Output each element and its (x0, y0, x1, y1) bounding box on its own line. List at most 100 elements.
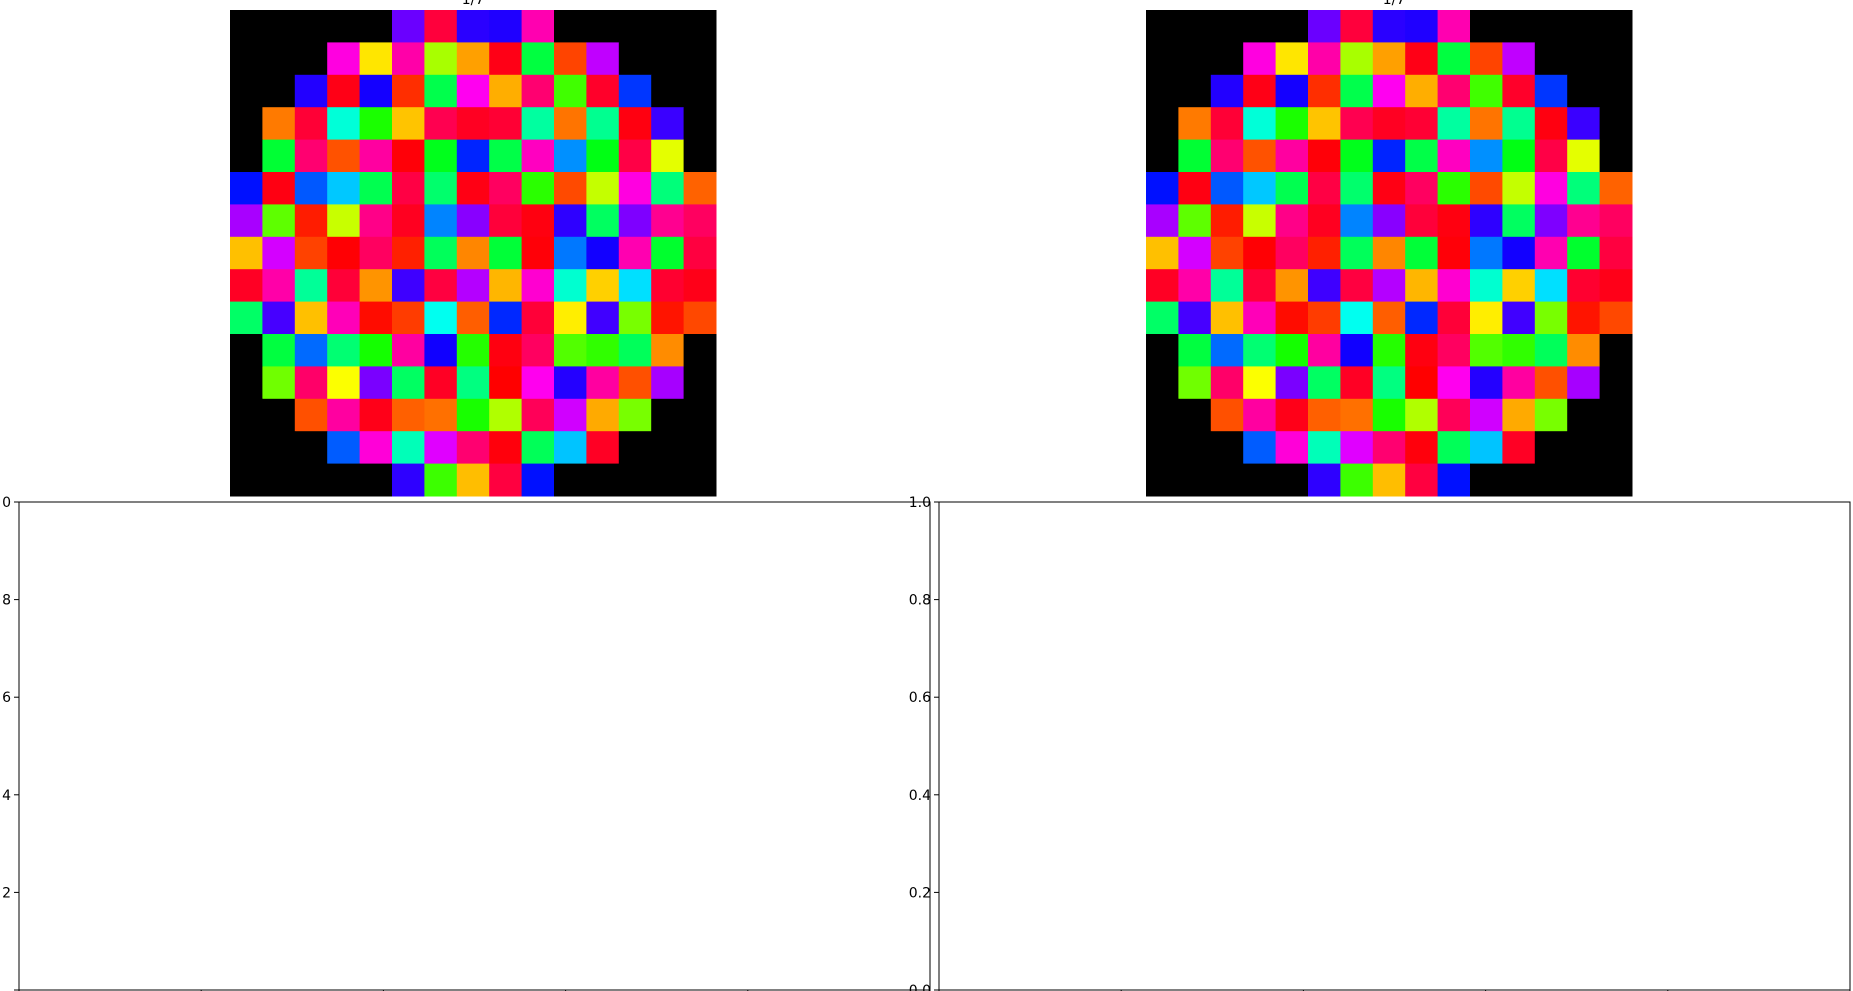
heatmap-right-cell (1437, 398, 1471, 432)
heatmap-right-cell (1243, 10, 1277, 43)
heatmap-right-cell (1340, 107, 1374, 141)
heatmap-right-cell (1534, 269, 1568, 303)
heatmap-left-cell (489, 107, 523, 141)
heatmap-left-cell (586, 139, 620, 173)
heatmap-left-cell (262, 366, 296, 400)
axes-bottom-right-ytick-label: 0.0 (909, 983, 931, 991)
heatmap-left-cell (294, 398, 328, 432)
heatmap-right-cell (1275, 431, 1309, 465)
heatmap-left-cell (359, 139, 393, 173)
heatmap-left-cell (489, 74, 523, 108)
heatmap-left-cell (586, 107, 620, 141)
heatmap-right-cell (1470, 236, 1503, 270)
heatmap-right-cell (1340, 42, 1374, 76)
heatmap-right-cell (1470, 107, 1503, 141)
heatmap-left-cell (327, 301, 361, 335)
heatmap-right-cell (1340, 398, 1374, 432)
heatmap-right-cell (1372, 398, 1406, 432)
heatmap-left-cell (359, 269, 393, 303)
heatmap-right-cell (1470, 42, 1503, 76)
heatmap-right-cell (1243, 431, 1277, 465)
heatmap-left-cell (294, 366, 328, 400)
axes-bottom-left-frame (18, 501, 931, 991)
heatmap-right-cell (1178, 172, 1212, 205)
heatmap-left-cell (424, 42, 458, 76)
heatmap-right-cell (1372, 10, 1406, 43)
heatmap-right-cell (1308, 301, 1341, 335)
heatmap-right-cell (1502, 236, 1536, 270)
heatmap-right-cell (1502, 269, 1536, 303)
heatmap-left-cell (683, 334, 717, 367)
heatmap-right-cell (1405, 236, 1439, 270)
heatmap-left-cell (294, 42, 328, 76)
heatmap-right-cell (1210, 334, 1244, 367)
heatmap-left-cell (651, 269, 685, 303)
heatmap-left-cell (327, 74, 361, 108)
heatmap-left-cell (586, 204, 620, 238)
heatmap-left-cell (294, 172, 328, 205)
heatmap-left-cell (521, 463, 555, 497)
heatmap-right-cell (1502, 301, 1536, 335)
heatmap-left-cell (392, 42, 425, 76)
heatmap-right-cell (1146, 42, 1179, 76)
heatmap-left-cell (586, 42, 620, 76)
heatmap-left-cell (392, 334, 425, 367)
heatmap-right-cell (1372, 334, 1406, 367)
heatmap-left-cell (456, 139, 490, 173)
axes-bottom-left-ytick-label: 6 (2, 690, 11, 706)
heatmap-left-cell (651, 204, 685, 238)
heatmap-right-cell (1178, 463, 1212, 497)
heatmap-left-cell (424, 269, 458, 303)
heatmap-left-cell (554, 366, 587, 400)
heatmap-right-cell (1470, 204, 1503, 238)
heatmap-right-cell (1210, 74, 1244, 108)
heatmap-right-cell (1243, 398, 1277, 432)
heatmap-right-cell (1243, 172, 1277, 205)
heatmap-left-cell (262, 398, 296, 432)
heatmap-right-cell (1275, 74, 1309, 108)
heatmap-left-cell (359, 204, 393, 238)
heatmap-left-cell (521, 172, 555, 205)
heatmap-right-cell (1210, 366, 1244, 400)
heatmap-left-cell (359, 334, 393, 367)
heatmap-right-cell (1210, 301, 1244, 335)
heatmap-right-cell (1405, 204, 1439, 238)
heatmap-left-cell (294, 334, 328, 367)
heatmap-right-cell (1275, 107, 1309, 141)
heatmap-left-cell (521, 107, 555, 141)
heatmap-right-cell (1178, 398, 1212, 432)
heatmap-right-cell (1308, 334, 1341, 367)
heatmap-right-cell (1308, 10, 1341, 43)
heatmap-left-cell (424, 172, 458, 205)
heatmap-right-cell (1308, 42, 1341, 76)
heatmap-right-cell (1599, 236, 1633, 270)
heatmap-right-cell (1275, 334, 1309, 367)
heatmap-right-cell (1599, 10, 1633, 43)
heatmap-right-cell (1210, 10, 1244, 43)
heatmap-right-cell (1567, 139, 1601, 173)
heatmap-left-cell (262, 236, 296, 270)
heatmap-right-cell (1405, 269, 1439, 303)
heatmap-right-cell (1567, 301, 1601, 335)
heatmap-left-cell (424, 10, 458, 43)
heatmap-right: 1/7 (1146, 0, 1633, 497)
heatmap-left-cell (489, 431, 523, 465)
axes-bottom-right: 1.0 0.8 0.6 0.4 0.2 0.0 (909, 495, 1851, 991)
heatmap-left-cell (586, 463, 620, 497)
heatmap-left-cell (424, 204, 458, 238)
heatmap-right-cell (1534, 172, 1568, 205)
heatmap-left-cell (554, 107, 587, 141)
heatmap-right-cell (1275, 463, 1309, 497)
heatmap-right-cell (1437, 301, 1471, 335)
heatmap-right-cell (1437, 74, 1471, 108)
heatmap-right-cell (1534, 463, 1568, 497)
heatmap-left-cell (359, 431, 393, 465)
heatmap-right-cell (1275, 42, 1309, 76)
heatmap-left-cell (294, 269, 328, 303)
axes-bottom-left-ytick-label: 8 (2, 593, 11, 609)
heatmap-left-cell (456, 301, 490, 335)
heatmap-left-cell (327, 204, 361, 238)
heatmap-left-cell (424, 301, 458, 335)
heatmap-left-cell (327, 398, 361, 432)
heatmap-left-cell (521, 236, 555, 270)
